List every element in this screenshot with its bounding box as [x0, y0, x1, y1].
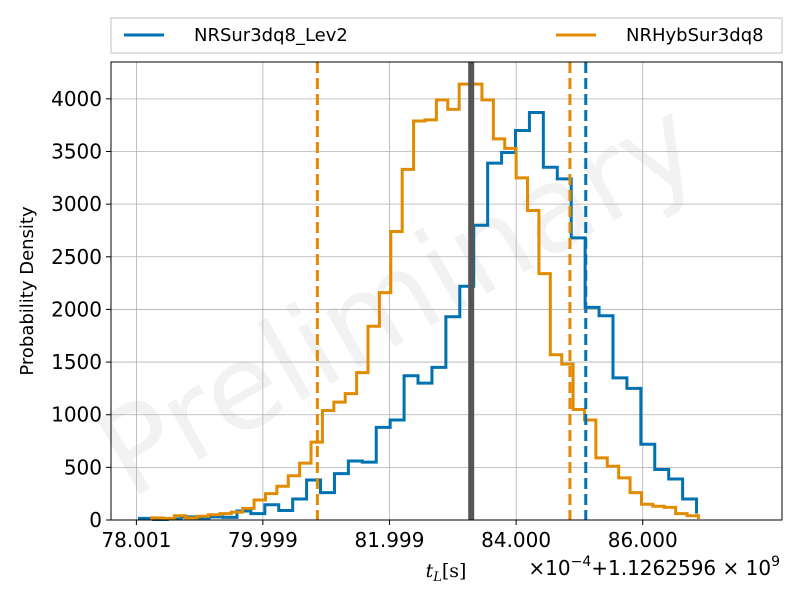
- histogram-bin: [300, 463, 311, 520]
- histogram-bin: [391, 232, 402, 520]
- legend-entry: NRSur3dq8_Lev2: [124, 25, 348, 46]
- histogram-bin: [653, 506, 664, 520]
- histogram-bin: [619, 478, 630, 520]
- histogram-bin: [334, 402, 345, 520]
- histogram-step-line: [137, 111, 699, 521]
- histogram-bin: [448, 109, 459, 520]
- histogram-bin: [322, 411, 333, 520]
- y-tick-label: 2000: [51, 297, 102, 321]
- histogram-bin: [220, 514, 231, 520]
- y-tick-label: 4000: [51, 87, 102, 111]
- legend-label: NRSur3dq8_Lev2: [194, 25, 348, 46]
- histogram-bin: [505, 148, 516, 520]
- x-axis-label: tL[s]: [426, 560, 467, 585]
- y-tick-label: 1500: [51, 350, 102, 374]
- y-axis-label: Probability Density: [17, 206, 38, 376]
- histogram-bin: [516, 178, 527, 520]
- histogram-bin: [539, 274, 550, 520]
- histogram-bin: [596, 458, 607, 520]
- histogram-bin: [208, 515, 219, 520]
- series-layer: [137, 82, 700, 521]
- y-tick-label: 1000: [51, 403, 102, 427]
- histogram-bin: [687, 516, 698, 520]
- histogram-bin: [482, 100, 493, 520]
- y-tick-label: 2500: [51, 245, 102, 269]
- x-axis-offset-label: ×10−4+1.1262596 × 109: [528, 554, 780, 580]
- y-tick-label: 0: [89, 508, 102, 532]
- x-tick-label: 86.000: [608, 528, 678, 552]
- histogram-bin: [345, 394, 356, 520]
- grid-layer: [111, 62, 782, 521]
- reference-lines-layer: [315, 62, 588, 520]
- histogram-bin: [676, 514, 687, 520]
- histogram-step-line: [150, 82, 700, 520]
- x-tick-label: 78.001: [101, 528, 171, 552]
- y-axis-ticks: 0 500 1000 1500 2000 2500 3000 3500 4000: [51, 87, 111, 532]
- histogram-bin: [607, 466, 618, 520]
- histogram-bin: [493, 139, 504, 520]
- y-tick-label: 500: [64, 455, 102, 479]
- histogram-bin: [425, 120, 436, 520]
- histogram-bin: [630, 493, 641, 520]
- histogram-bin: [265, 494, 276, 520]
- histogram-bin: [254, 500, 265, 520]
- histogram-bin: [664, 507, 675, 520]
- axes-frame: [110, 61, 783, 521]
- histogram-bin: [357, 373, 368, 520]
- y-tick-label: 3500: [51, 139, 102, 163]
- histogram-bin: [550, 355, 561, 520]
- histogram-bin: [379, 293, 390, 520]
- x-tick-label: 81.999: [354, 528, 424, 552]
- histogram-bin: [288, 476, 299, 520]
- histogram-bin: [231, 512, 242, 520]
- x-axis-ticks: 78.001 79.999 81.999 84.000 86.000: [101, 520, 678, 552]
- x-tick-label: 84.000: [481, 528, 551, 552]
- histogram-bin: [174, 516, 185, 520]
- legend-items: NRSur3dq8_Lev2 NRHybSur3dq8: [124, 25, 764, 46]
- legend-entry: NRHybSur3dq8: [556, 25, 764, 46]
- histogram-bin: [402, 169, 413, 520]
- histogram-bin: [436, 100, 447, 520]
- legend: NRSur3dq8_Lev2 NRHybSur3dq8: [110, 17, 783, 54]
- histogram-bin: [368, 326, 379, 520]
- legend-label: NRHybSur3dq8: [626, 25, 764, 46]
- histogram-bin: [243, 508, 254, 520]
- y-tick-label: 3000: [51, 192, 102, 216]
- histogram-bin: [414, 121, 425, 520]
- histogram-bin: [277, 486, 288, 520]
- series-0: [137, 111, 699, 521]
- histogram-bin: [528, 210, 539, 520]
- legend-frame: [110, 17, 783, 54]
- histogram-bin: [197, 516, 208, 520]
- x-tick-label: 79.999: [228, 528, 298, 552]
- series-1: [150, 82, 700, 520]
- histogram-bin: [573, 409, 584, 520]
- histogram-bin: [641, 504, 652, 520]
